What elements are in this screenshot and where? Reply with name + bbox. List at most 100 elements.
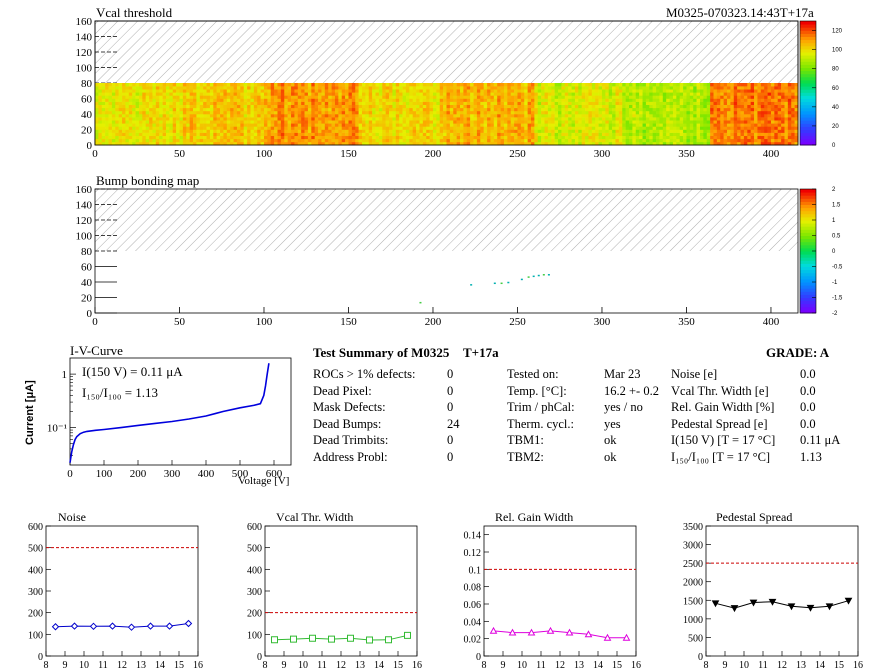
vcal-map-cell <box>304 114 309 118</box>
vcal-map-cell <box>652 117 657 121</box>
vcal-map-cell <box>436 83 441 87</box>
vcal-map-cell <box>125 86 130 90</box>
vcal-map-cell <box>142 138 146 143</box>
vcal-map-cell <box>787 132 792 136</box>
vcal-map-cell <box>456 135 461 140</box>
vcal-map-cell <box>304 92 309 96</box>
vcal-map-cell <box>341 129 346 133</box>
vcal-map-cell <box>507 101 512 105</box>
vcal-map-cell <box>470 126 474 130</box>
vcal-map-cell <box>253 89 258 93</box>
summary-col2-label: TBM1: <box>507 433 544 447</box>
vcal-map-cell <box>307 83 312 87</box>
vcal-map-cell <box>487 110 491 115</box>
vcal-map-cell <box>277 89 282 93</box>
vcal-map-cell <box>629 126 633 130</box>
vcal-map-cell <box>321 83 326 87</box>
vcal-map-cell <box>399 110 403 115</box>
vcal-map-cell <box>372 141 376 146</box>
vcal-map-cell <box>524 83 528 87</box>
vcal-map-cell <box>243 138 248 143</box>
vcal-map-cell <box>791 107 795 112</box>
vcal-map-cell <box>294 89 299 93</box>
vcal-map-cell <box>412 95 417 99</box>
vcal-map-cell <box>770 132 775 136</box>
vcal-map-cell <box>341 83 346 87</box>
vcal-map-cell <box>108 89 113 93</box>
vcal-map-cell <box>787 126 792 130</box>
vcal-map-cell <box>639 104 643 109</box>
vcal-map-cell <box>284 120 288 124</box>
vcal-map-cell <box>571 141 576 146</box>
vcal-map-cell <box>216 117 221 121</box>
vcal-map-cell <box>625 132 630 136</box>
noise-title: Noise <box>58 510 86 524</box>
vcal-map-cell <box>260 89 265 93</box>
vcal-map-cell <box>338 129 343 133</box>
vcal-map-cell <box>405 86 410 90</box>
vcal-map-cell <box>297 120 302 124</box>
vcal-map-cell <box>615 98 620 102</box>
vcal-map-cell <box>125 104 130 109</box>
vcal-map-cell <box>581 138 586 143</box>
vcal-map-cell <box>629 95 633 99</box>
vcal-map-cell <box>334 126 339 130</box>
vcal-map-cell <box>307 138 312 143</box>
vcal-map-cell <box>125 129 130 133</box>
vcal-map-cell <box>520 107 525 112</box>
noise-ytick-label: 500 <box>28 544 43 555</box>
vcal-map-cell <box>632 86 637 90</box>
vcal-map-cell <box>466 104 471 109</box>
vcal-map-cell <box>186 101 190 105</box>
vcal-map-cell <box>710 129 714 133</box>
vcal-map-cell <box>564 110 569 115</box>
vcal-map-cell <box>189 135 194 140</box>
vcal-map-cell <box>750 132 755 136</box>
vcal-map-cell <box>473 83 478 87</box>
vcal-map-cell <box>186 104 190 109</box>
vcal-map-cell <box>128 120 133 124</box>
vcal-map-cell <box>618 141 623 146</box>
vcal-map-cell <box>115 92 119 96</box>
vcal-map-cell <box>274 141 278 146</box>
vcal-map-cell <box>507 83 512 87</box>
vcal-map-cell <box>145 135 150 140</box>
vcal-map-cell <box>270 141 275 146</box>
vcal-map-cell <box>754 126 758 130</box>
vcal-map-cell <box>311 132 315 136</box>
vcal-map-cell <box>699 95 704 99</box>
vcal-map-cell <box>487 138 491 143</box>
vcal-map-cell <box>683 126 687 130</box>
vcal-map-cell <box>794 120 799 124</box>
vcal-map-cell <box>737 89 741 93</box>
vcal-map-cell <box>125 98 130 102</box>
vcal-map-cell <box>426 107 430 112</box>
vcal-map-cell <box>476 135 481 140</box>
vcal-map-cell <box>172 135 177 140</box>
vcal-map-cell <box>257 95 261 99</box>
vcal-map-cell <box>764 104 768 109</box>
vcal-map-cell <box>277 104 282 109</box>
vcal-map-cell <box>595 101 599 105</box>
vcal-map-cell <box>389 129 393 133</box>
vcal-map-cell <box>149 135 153 140</box>
vcal-map-cell <box>250 123 255 127</box>
vcal-map-cell <box>297 123 302 127</box>
vcal-map-cell <box>186 117 190 121</box>
vcal-map-cell <box>737 104 741 109</box>
vcal-map-cell <box>476 129 481 133</box>
vcal-map-cell <box>260 114 265 118</box>
vcal-map-cell <box>642 126 647 130</box>
vcal-map-cell <box>186 83 190 87</box>
vcal-map-cell <box>696 135 701 140</box>
vcal-map-cell <box>551 86 555 90</box>
vcal-map-cell <box>500 141 505 146</box>
vcal-map-cell <box>355 114 359 118</box>
vcal-map-cell <box>544 83 549 87</box>
vcal-map-cell <box>149 101 153 105</box>
vcal-map-cell <box>558 101 562 105</box>
vcal-map-cell <box>699 129 704 133</box>
vcal-map-cell <box>770 114 775 118</box>
vcal-map-cell <box>328 107 332 112</box>
vcal-map-cell <box>679 104 684 109</box>
